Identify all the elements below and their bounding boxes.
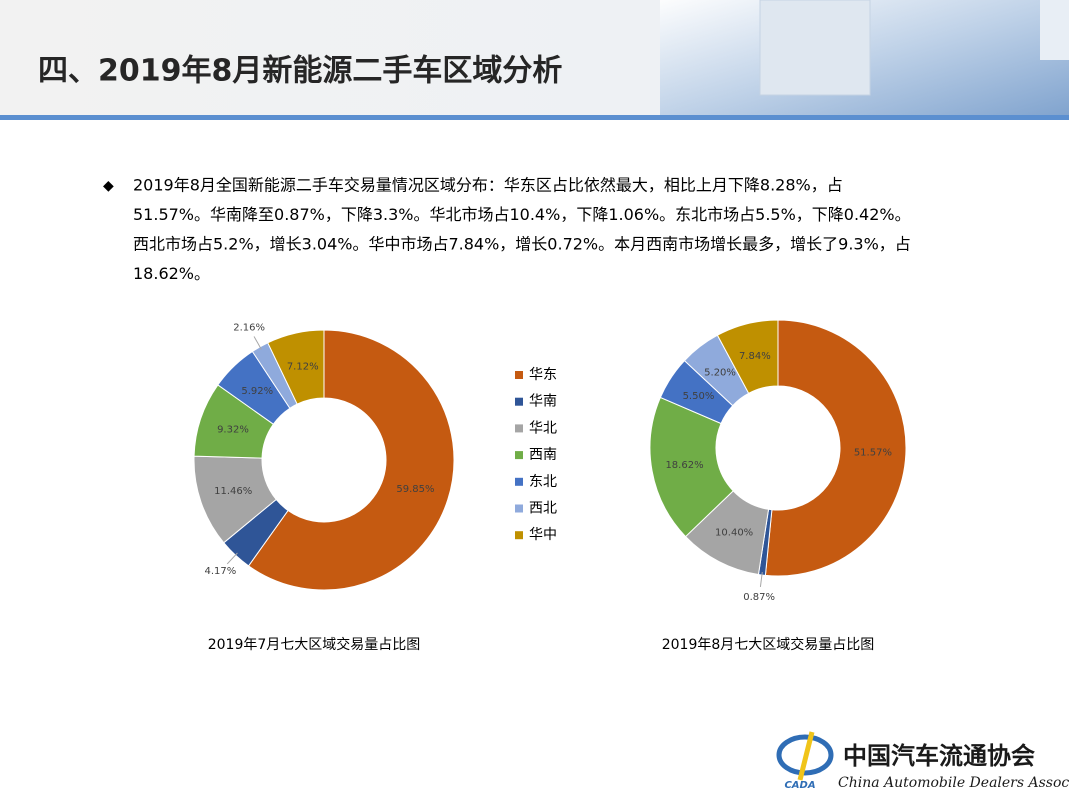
logo-stroke bbox=[797, 731, 815, 781]
donut-slice bbox=[716, 319, 779, 395]
data-label: 2.16% bbox=[233, 323, 265, 334]
legend-swatch bbox=[515, 371, 523, 379]
header-cube bbox=[759, 0, 871, 96]
logo: CADA 中国汽车流通协会 China Automobile Dealers A… bbox=[776, 731, 1069, 791]
header-rule bbox=[0, 115, 1069, 120]
leader-line bbox=[759, 571, 763, 587]
data-label: 5.20% bbox=[704, 368, 736, 379]
legend-label: 东北 bbox=[529, 474, 557, 490]
donut-slice bbox=[764, 319, 907, 577]
bullet-line: 西北市场占5.2%，增长3.04%。华中市场占7.84%，增长0.72%。本月西… bbox=[133, 235, 911, 254]
donut-slice bbox=[247, 329, 455, 591]
data-label: 18.62% bbox=[665, 460, 703, 471]
legend-swatch bbox=[515, 531, 523, 540]
bullet-line: 51.57%。华南降至0.87%，下降3.3%。华北市场占10.4%，下降1.0… bbox=[133, 205, 911, 224]
data-label: 0.87% bbox=[743, 592, 775, 603]
logo-english: China Automobile Dealers Association bbox=[838, 775, 1069, 791]
data-label: 51.57% bbox=[854, 448, 892, 459]
data-label: 10.40% bbox=[715, 527, 753, 538]
legend-swatch bbox=[515, 424, 523, 433]
bullet-line: 2019年8月全国新能源二手车交易量情况区域分布：华东区占比依然最大，相比上月下… bbox=[133, 176, 843, 195]
data-label: 4.17% bbox=[205, 566, 237, 577]
legend-swatch bbox=[515, 451, 523, 460]
data-label: 9.32% bbox=[217, 425, 249, 436]
legend-label: 华南 bbox=[529, 394, 557, 410]
data-label: 5.92% bbox=[241, 386, 273, 397]
legend-label: 华东 bbox=[529, 367, 557, 383]
data-label: 5.50% bbox=[683, 391, 715, 402]
legend-label: 西北 bbox=[529, 501, 557, 517]
data-label: 11.46% bbox=[214, 486, 252, 497]
bullet-marker: ◆ bbox=[103, 178, 114, 194]
logo-name: 中国汽车流通协会 bbox=[843, 742, 1035, 770]
chart-title: 2019年7月七大区域交易量占比图 bbox=[208, 636, 421, 653]
logo-abbr: CADA bbox=[784, 780, 815, 791]
bullet-line: 18.62%。 bbox=[133, 264, 210, 283]
logo-ring bbox=[776, 734, 834, 776]
legend-swatch bbox=[515, 504, 523, 513]
data-label: 59.85% bbox=[396, 484, 434, 495]
legend-swatch bbox=[515, 397, 523, 406]
leader-line bbox=[253, 336, 262, 350]
data-label: 7.84% bbox=[739, 351, 771, 362]
legend-label: 华中 bbox=[529, 527, 557, 543]
slide-title: 四、2019年8月新能源二手车区域分析 bbox=[38, 54, 562, 89]
donut-slice bbox=[267, 329, 325, 405]
legend-label: 西南 bbox=[529, 447, 557, 463]
data-label: 7.12% bbox=[287, 361, 319, 372]
header-cube bbox=[1040, 0, 1069, 60]
legend-swatch bbox=[515, 477, 523, 486]
legend-label: 华北 bbox=[529, 420, 557, 436]
chart-title: 2019年8月七大区域交易量占比图 bbox=[662, 636, 875, 653]
leader-line bbox=[226, 552, 238, 565]
